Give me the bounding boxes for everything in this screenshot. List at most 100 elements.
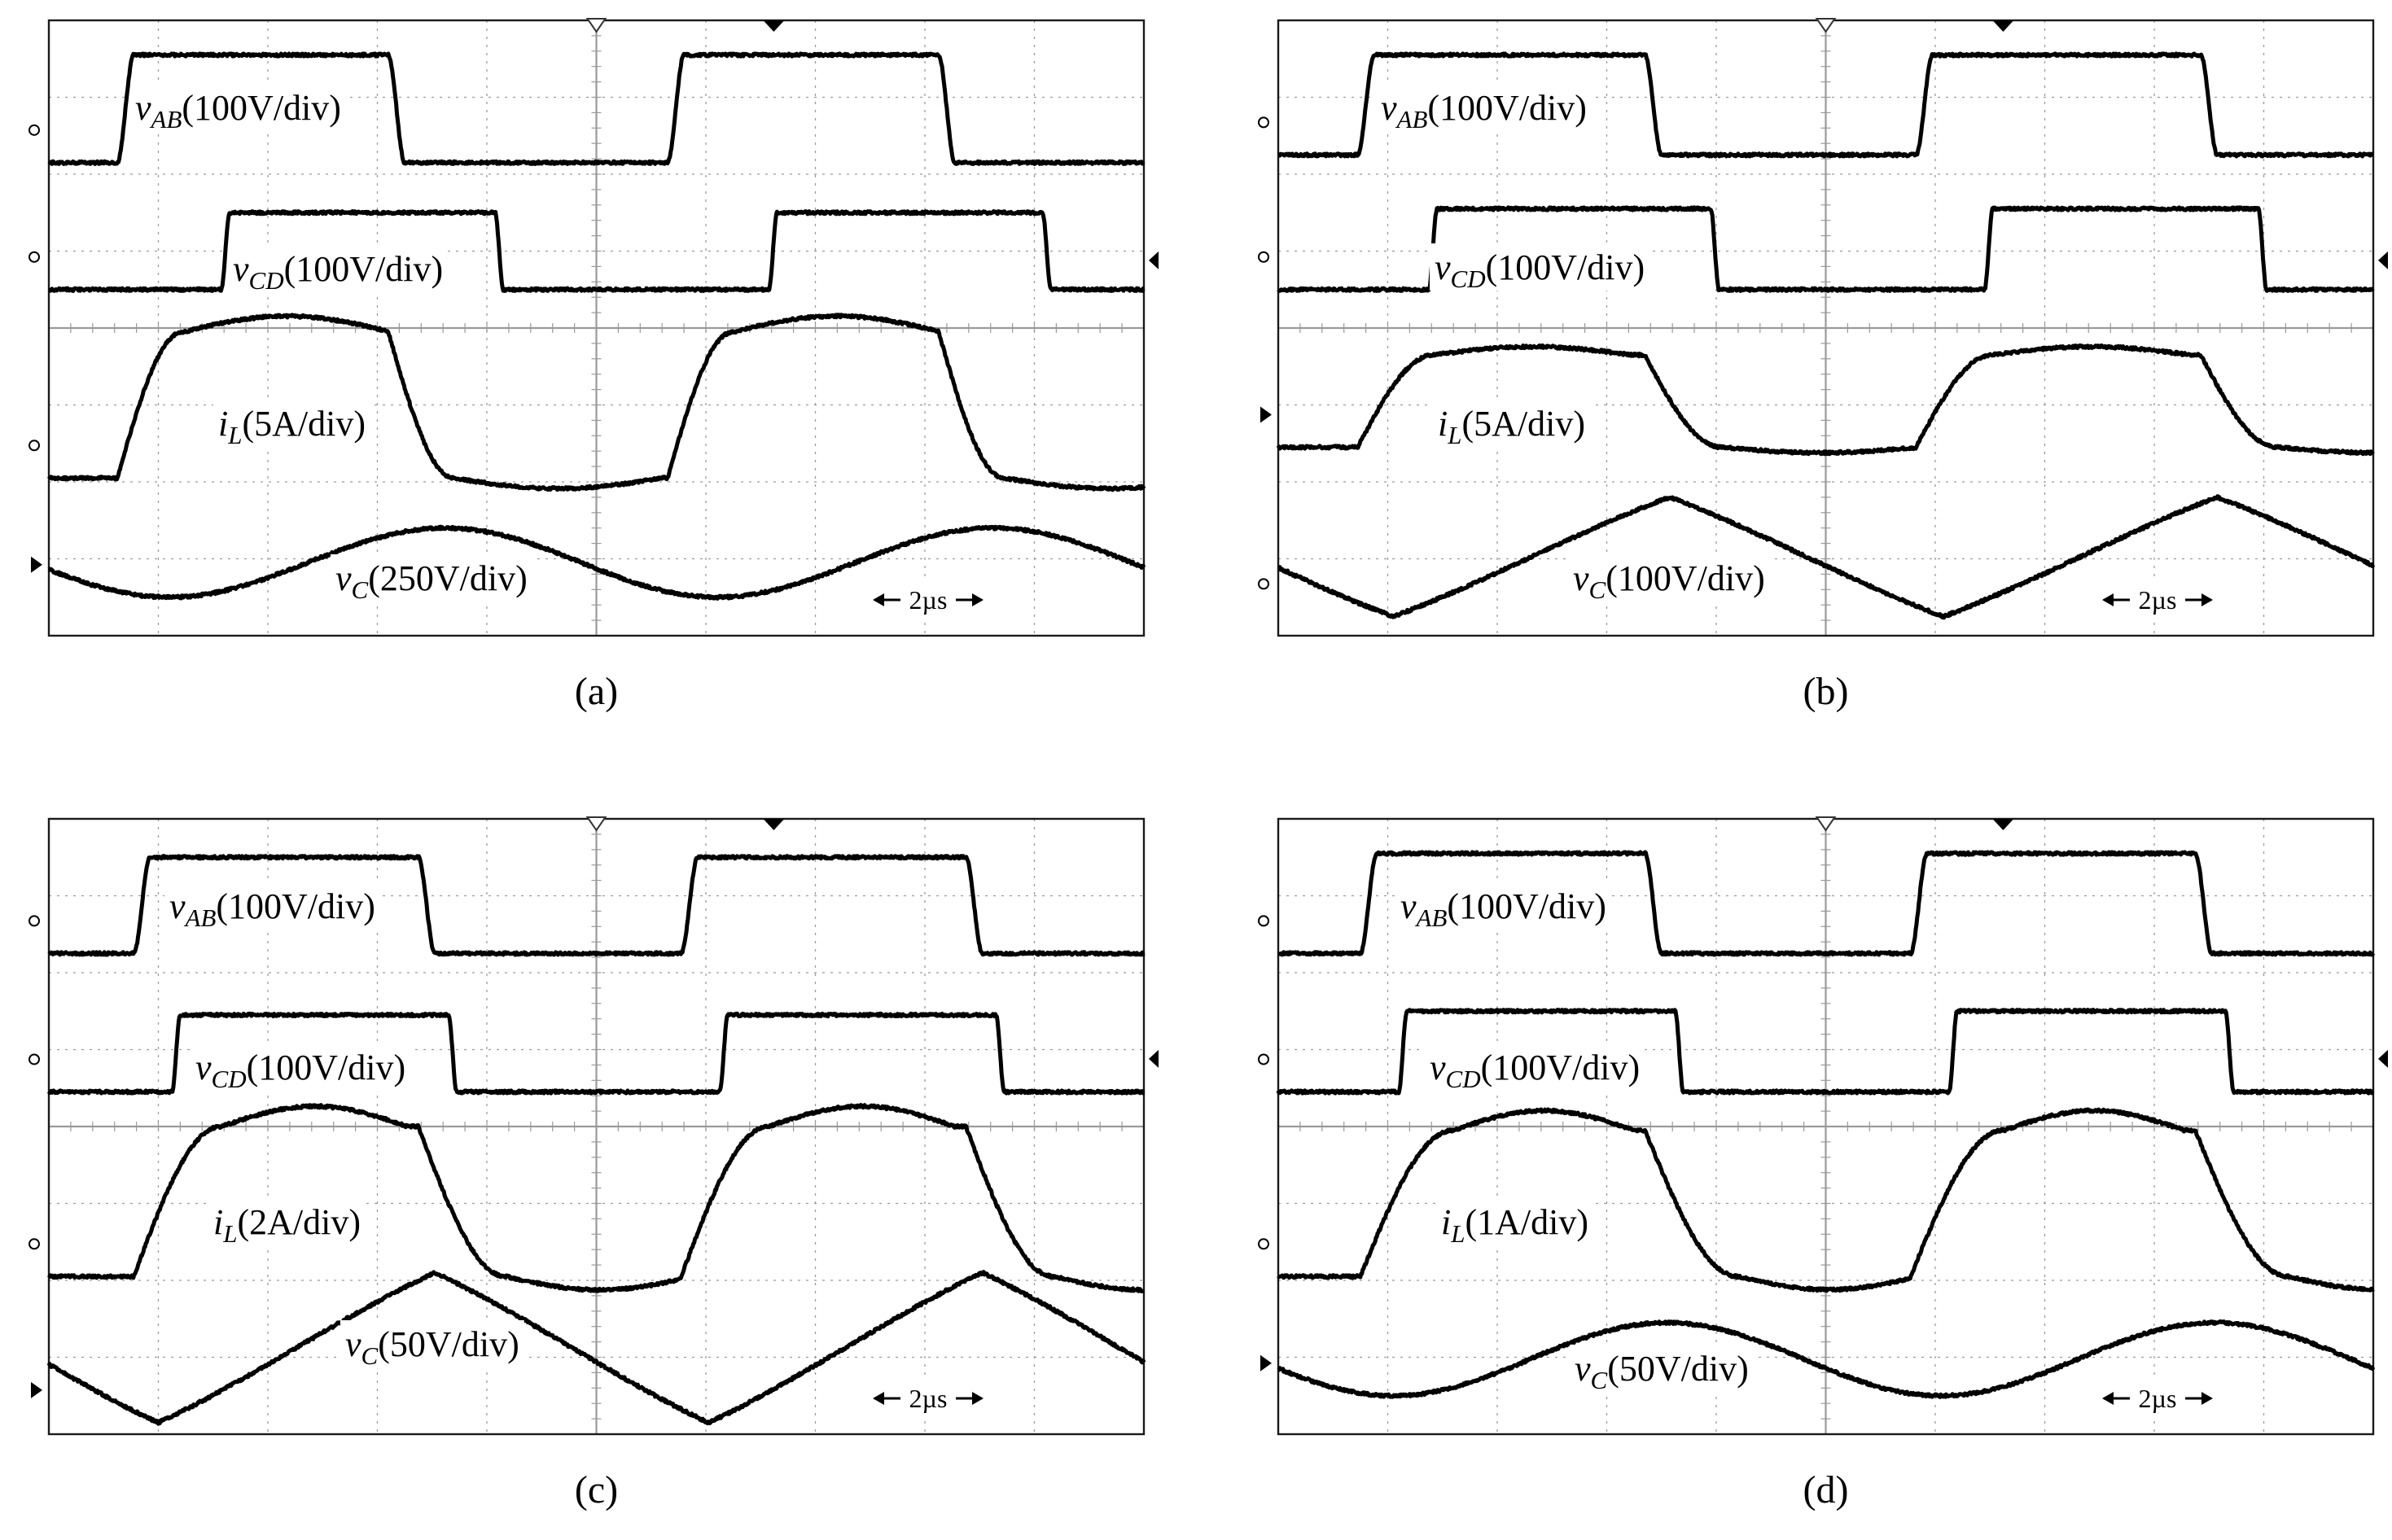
trace-label-subscript: C xyxy=(352,575,369,604)
panel-caption: (c) xyxy=(575,1468,618,1512)
trace-label-vcd: vCD(100V/div) xyxy=(1435,247,1645,293)
trace-label-vcd: vCD(100V/div) xyxy=(1430,1048,1640,1093)
trace-label-subscript: L xyxy=(222,1219,237,1248)
arrow-left-icon xyxy=(873,593,884,606)
scope-panel-c: vAB(100V/div)vCD(100V/div)iL(2A/div)vC(5… xyxy=(28,816,1159,1512)
trace-label-vc: vC(100V/div) xyxy=(1573,558,1765,604)
trace-vcd xyxy=(1277,205,2375,293)
trace-label-var: v xyxy=(135,88,151,128)
trace-label-var: v xyxy=(1430,1048,1446,1087)
trace-label-backdrop xyxy=(1433,400,1591,447)
panel-caption: (b) xyxy=(1803,670,1849,713)
trigger-marker-icon xyxy=(763,819,785,830)
trace-label-subscript: CD xyxy=(1451,265,1486,293)
channel-ground-marker-icon xyxy=(28,1053,40,1065)
trace-label-backdrop xyxy=(1568,554,1770,602)
channel-ground-marker-icon xyxy=(1258,915,1269,927)
trace-label-backdrop xyxy=(208,1198,366,1245)
trace-label-vab: vAB(100V/div) xyxy=(1400,886,1606,932)
trace-label-var: v xyxy=(1573,558,1589,598)
trigger-position-icon xyxy=(1815,816,1837,832)
trace-label-backdrop xyxy=(191,1043,411,1091)
channel-ground-marker-icon xyxy=(1260,1354,1272,1372)
trace-label-var: v xyxy=(195,1048,212,1087)
trace-vc xyxy=(47,524,1146,601)
trace-label-var: i xyxy=(218,404,228,444)
trace-label-scale: (100V/div) xyxy=(1427,88,1587,128)
trace-label-il: iL(1A/div) xyxy=(1441,1202,1588,1248)
trace-label-var: v xyxy=(1400,886,1417,926)
trace-label-scale: (100V/div) xyxy=(1447,886,1606,926)
trace-label-vab: vAB(100V/div) xyxy=(169,886,375,932)
trace-vcd xyxy=(47,209,1146,293)
trace-label-backdrop xyxy=(228,245,449,292)
trace-label-backdrop xyxy=(1436,1198,1594,1245)
trace-label-subscript: AB xyxy=(184,903,217,932)
arrow-left-icon xyxy=(2102,593,2114,606)
trace-il xyxy=(46,1103,1146,1293)
channel-ground-marker-icon xyxy=(1258,578,1269,590)
trace-vab xyxy=(47,854,1146,957)
trigger-position-icon xyxy=(1815,18,1837,33)
trace-vcd xyxy=(46,1011,1146,1096)
trace-label-backdrop xyxy=(164,882,380,930)
channel-ground-marker-icon xyxy=(1258,1238,1269,1250)
trace-label-scale: (100V/div) xyxy=(247,1048,406,1087)
panel-caption: (a) xyxy=(575,670,618,713)
arrow-right-icon xyxy=(2201,593,2213,606)
trace-label-var: v xyxy=(169,886,186,926)
channel-ground-marker-icon xyxy=(1258,116,1269,129)
scope-panel-a: vAB(100V/div)vCD(100V/div)iL(5A/div)vC(2… xyxy=(28,18,1159,713)
trace-label-scale: (100V/div) xyxy=(216,886,375,926)
trace-label-backdrop xyxy=(1425,1043,1645,1091)
trace-label-subscript: L xyxy=(1447,421,1461,449)
trace-label-il: iL(2A/div) xyxy=(213,1202,361,1248)
channel-ground-marker-icon xyxy=(28,440,40,452)
trace-label-subscript: AB xyxy=(1395,105,1428,133)
trace-label-var: i xyxy=(1438,404,1448,444)
trace-label-scale: (100V/div) xyxy=(1481,1048,1641,1087)
trace-label-backdrop xyxy=(1430,243,1650,291)
trigger-position-icon xyxy=(585,816,607,832)
trace-label-subscript: AB xyxy=(1415,903,1448,932)
trace-label-var: i xyxy=(1441,1202,1451,1242)
trace-il xyxy=(1276,343,2375,457)
trace-label-vab: vAB(100V/div) xyxy=(1381,88,1587,133)
trace-vab xyxy=(1277,51,2375,159)
trace-label-il: iL(5A/div) xyxy=(218,404,366,449)
trace-vab xyxy=(1277,850,2376,957)
panel-caption: (d) xyxy=(1803,1468,1849,1512)
trace-vc xyxy=(1277,494,2376,620)
trace-label-il: iL(5A/div) xyxy=(1438,404,1585,449)
time-base-label: 2µs xyxy=(909,585,948,615)
time-base-label: 2µs xyxy=(2139,1384,2177,1413)
trace-label-var: v xyxy=(1575,1349,1591,1389)
trace-label-subscript: CD xyxy=(212,1065,247,1093)
trace-label-vab: vAB(100V/div) xyxy=(135,88,341,133)
trace-label-var: v xyxy=(345,1324,361,1364)
trace-vc xyxy=(46,1270,1146,1426)
trace-label-var: v xyxy=(1381,88,1397,128)
trace-label-subscript: L xyxy=(1450,1219,1465,1248)
time-base-label: 2µs xyxy=(2139,585,2177,615)
trace-label-vc: vC(50V/div) xyxy=(345,1324,519,1370)
trace-label-scale: (100V/div) xyxy=(182,88,341,128)
trace-label-scale: (5A/div) xyxy=(242,404,366,444)
trace-il xyxy=(47,313,1146,492)
trace-label-vc: vC(250V/div) xyxy=(335,558,528,604)
channel-ground-marker-icon xyxy=(1258,251,1269,263)
trace-label-vcd: vCD(100V/div) xyxy=(233,249,443,295)
trace-label-scale: (5A/div) xyxy=(1461,404,1585,444)
trace-label-backdrop xyxy=(1376,84,1592,131)
trigger-level-icon xyxy=(1149,251,1159,269)
channel-ground-marker-icon xyxy=(31,556,42,573)
trace-label-vcd: vCD(100V/div) xyxy=(195,1048,405,1093)
channel-ground-marker-icon xyxy=(28,251,40,263)
arrow-left-icon xyxy=(2102,1392,2114,1405)
trace-label-scale: (50V/div) xyxy=(378,1324,519,1364)
trace-label-scale: (250V/div) xyxy=(368,558,528,598)
channel-ground-marker-icon xyxy=(1258,1053,1269,1065)
trace-label-var: v xyxy=(233,249,249,289)
trace-label-backdrop xyxy=(331,554,532,602)
